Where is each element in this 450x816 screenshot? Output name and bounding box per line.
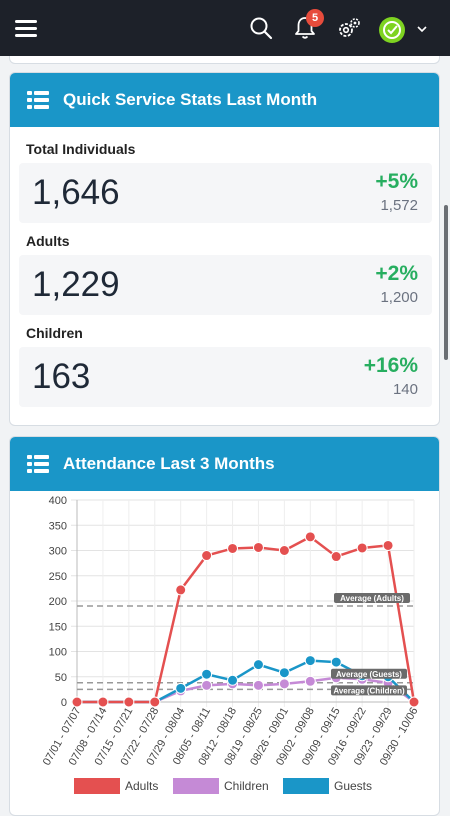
data-point-adults <box>382 539 394 551</box>
list-icon <box>27 91 49 109</box>
quick-stats-title: Quick Service Stats Last Month <box>63 90 318 109</box>
stat-box-children: 163 +16% 140 <box>19 347 432 407</box>
average-label-bg <box>331 685 407 696</box>
notification-badge: 5 <box>306 9 324 27</box>
average-label-bg <box>334 593 410 604</box>
attendance-header: Attendance Last 3 Months <box>10 437 439 491</box>
chevron-down-icon[interactable] <box>416 24 428 34</box>
data-point-adults <box>278 545 290 556</box>
average-label-bg <box>331 668 407 679</box>
data-point-guests <box>227 674 239 686</box>
data-point-guests <box>278 667 290 679</box>
average-label: Average (Children) <box>333 686 405 695</box>
avatar[interactable] <box>379 17 405 43</box>
stat-box-total: 1,646 +5% 1,572 <box>19 163 432 223</box>
stat-value-total: 1,646 <box>32 173 120 212</box>
data-point-guests <box>304 655 316 667</box>
stat-previous-children: 140 <box>392 381 418 398</box>
scrollbar[interactable] <box>444 205 448 360</box>
stat-box-adults: 1,229 +2% 1,200 <box>19 255 432 315</box>
stat-change-children: +16% <box>363 354 418 377</box>
data-point-children <box>252 679 264 691</box>
data-point-adults <box>330 551 342 563</box>
y-tick-label: 250 <box>49 571 67 583</box>
legend-swatch-adults <box>74 778 120 794</box>
data-point-guests <box>252 659 264 671</box>
stat-previous-total: 1,572 <box>380 197 418 214</box>
attendance-chart: 0 50 100 150 200 250 300 350 400 Average (Adults)… <box>41 495 421 768</box>
list-icon <box>27 455 49 473</box>
stat-value-children: 163 <box>32 357 91 396</box>
data-point-guests <box>330 656 342 668</box>
y-tick-label: 400 <box>49 495 67 507</box>
legend-children[interactable]: Children <box>173 778 269 794</box>
quick-stats-card: Quick Service Stats Last Month Total Ind… <box>9 72 440 426</box>
menu-icon[interactable] <box>15 20 37 37</box>
stat-label-children: Children <box>26 325 83 341</box>
average-label: Average (Guests) <box>336 670 402 679</box>
legend-label-children: Children <box>224 779 269 793</box>
data-point-children <box>304 675 316 687</box>
legend-swatch-children <box>173 778 219 794</box>
data-point-adults <box>97 696 109 708</box>
top-navbar: 5 <box>0 0 450 56</box>
y-tick-label: 300 <box>49 546 67 558</box>
legend-adults[interactable]: Adults <box>74 778 158 794</box>
attendance-title: Attendance Last 3 Months <box>63 454 275 473</box>
y-tick-label: 50 <box>55 672 67 684</box>
check-icon <box>383 21 401 39</box>
stat-label-total: Total Individuals <box>26 141 136 157</box>
data-point-guests <box>201 668 213 680</box>
y-tick-label: 0 <box>61 697 67 709</box>
data-point-children <box>201 679 213 691</box>
legend-guests[interactable]: Guests <box>283 778 372 794</box>
data-point-adults <box>149 696 161 708</box>
settings-icon[interactable] <box>336 15 362 41</box>
quick-stats-header: Quick Service Stats Last Month <box>10 73 439 127</box>
data-point-adults <box>71 696 83 708</box>
data-point-adults <box>201 550 213 562</box>
stat-label-adults: Adults <box>26 233 70 249</box>
data-point-adults <box>175 584 187 596</box>
previous-card-edge <box>9 56 440 64</box>
y-tick-label: 100 <box>49 647 67 659</box>
data-point-children <box>278 678 290 690</box>
y-tick-label: 350 <box>49 520 67 532</box>
stat-previous-adults: 1,200 <box>380 289 418 306</box>
data-point-adults <box>227 542 239 554</box>
data-point-adults <box>356 542 368 554</box>
stat-change-adults: +2% <box>375 262 418 285</box>
data-point-adults <box>408 696 420 708</box>
legend-label-guests: Guests <box>334 779 373 793</box>
search-icon[interactable] <box>248 15 274 41</box>
legend-swatch-guests <box>283 778 329 794</box>
data-point-adults <box>123 696 135 708</box>
data-point-guests <box>175 682 187 694</box>
data-point-adults <box>304 531 316 543</box>
average-label: Average (Adults) <box>340 594 404 603</box>
stat-value-adults: 1,229 <box>32 265 120 304</box>
stat-change-total: +5% <box>375 170 418 193</box>
y-tick-label: 150 <box>49 621 67 633</box>
data-point-adults <box>252 541 264 553</box>
chart-legend: Adults Children Guests <box>0 778 450 796</box>
y-tick-label: 200 <box>49 596 67 608</box>
legend-label-adults: Adults <box>125 779 159 793</box>
